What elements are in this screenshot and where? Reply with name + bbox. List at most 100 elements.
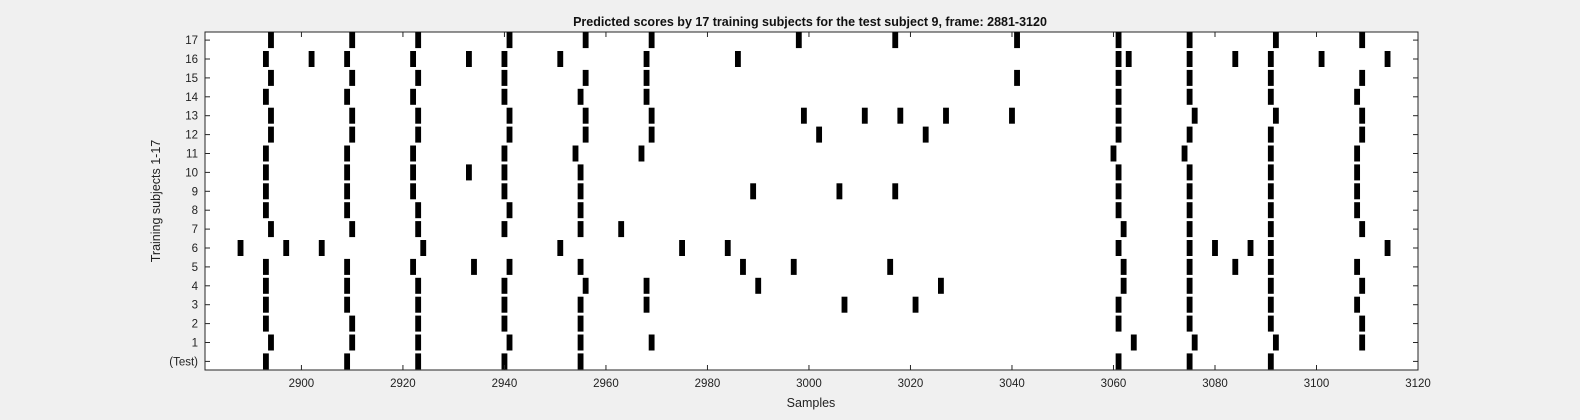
event-mark-row10-8 bbox=[1267, 164, 1274, 181]
event-mark-row16-0 bbox=[262, 51, 269, 67]
event-mark-row16-14 bbox=[1318, 51, 1325, 67]
x-tick-label-3: 2960 bbox=[593, 378, 619, 390]
event-mark-row8-1 bbox=[344, 202, 351, 219]
event-mark-row7-3 bbox=[501, 221, 508, 238]
event-mark-row15-0 bbox=[268, 69, 274, 86]
event-mark-row11-4 bbox=[572, 145, 579, 162]
event-mark-row13-8 bbox=[897, 107, 904, 124]
event-mark-row1-1 bbox=[349, 334, 356, 351]
event-mark-row2-7 bbox=[1267, 315, 1274, 332]
event-mark-row16-12 bbox=[1232, 51, 1239, 67]
y-tick-label-1: 1 bbox=[192, 338, 198, 350]
event-mark-row17-1 bbox=[349, 32, 356, 49]
event-mark-row13-11 bbox=[1115, 107, 1122, 124]
event-mark-row12-5 bbox=[648, 126, 655, 143]
event-mark-row4-4 bbox=[582, 277, 589, 294]
event-mark-row13-0 bbox=[268, 107, 274, 124]
event-mark-row4-1 bbox=[344, 277, 351, 294]
event-mark-row2-8 bbox=[1359, 315, 1366, 332]
event-mark-row9-2 bbox=[410, 183, 417, 200]
event-mark-row15-7 bbox=[1115, 69, 1122, 86]
event-mark-row5-9 bbox=[1120, 258, 1127, 275]
event-mark-row5-4 bbox=[506, 258, 513, 275]
event-mark-row3-7 bbox=[912, 296, 919, 313]
event-mark-row12-2 bbox=[415, 126, 422, 143]
event-mark-row4-10 bbox=[1267, 277, 1274, 294]
event-mark-row5-2 bbox=[410, 258, 417, 275]
x-tick-label-8: 3060 bbox=[1101, 378, 1127, 390]
event-mark-row0-4 bbox=[577, 353, 584, 370]
y-tick-label-9: 9 bbox=[192, 186, 198, 198]
plot-area bbox=[204, 31, 1419, 371]
event-mark-row10-1 bbox=[344, 164, 351, 181]
event-mark-row11-5 bbox=[638, 145, 645, 162]
event-mark-row1-9 bbox=[1359, 334, 1366, 351]
event-mark-row0-0 bbox=[262, 353, 269, 370]
y-tick-label-15: 15 bbox=[185, 73, 198, 85]
event-mark-row9-9 bbox=[1186, 183, 1193, 200]
event-mark-row12-11 bbox=[1359, 126, 1366, 143]
event-mark-row13-3 bbox=[506, 107, 513, 124]
event-mark-row13-10 bbox=[1009, 107, 1015, 124]
event-mark-row5-0 bbox=[262, 258, 269, 275]
event-mark-row16-6 bbox=[557, 51, 564, 67]
event-mark-row9-6 bbox=[836, 183, 843, 200]
event-mark-row9-0 bbox=[262, 183, 269, 200]
event-mark-row11-6 bbox=[1110, 145, 1117, 162]
event-mark-row15-3 bbox=[501, 69, 508, 86]
event-mark-row7-9 bbox=[1359, 221, 1366, 238]
event-mark-row3-8 bbox=[1115, 296, 1122, 313]
event-mark-row6-3 bbox=[420, 240, 427, 256]
event-mark-row10-2 bbox=[410, 164, 417, 181]
event-mark-row11-9 bbox=[1354, 145, 1361, 162]
event-mark-row8-4 bbox=[577, 202, 584, 219]
y-tick-label-5: 5 bbox=[192, 262, 198, 274]
event-mark-row3-6 bbox=[841, 296, 848, 313]
event-mark-row15-8 bbox=[1186, 69, 1193, 86]
event-mark-row8-2 bbox=[415, 202, 422, 219]
event-mark-row4-9 bbox=[1186, 277, 1193, 294]
event-mark-row3-1 bbox=[344, 296, 351, 313]
event-mark-row17-9 bbox=[1115, 32, 1122, 49]
y-tick-label-6: 6 bbox=[192, 243, 198, 255]
event-mark-row4-3 bbox=[501, 277, 508, 294]
event-mark-row14-2 bbox=[410, 88, 417, 105]
event-mark-row1-7 bbox=[1191, 334, 1198, 351]
event-mark-row3-10 bbox=[1267, 296, 1274, 313]
event-mark-row16-8 bbox=[734, 51, 741, 67]
event-mark-row0-2 bbox=[415, 353, 422, 370]
event-mark-row16-4 bbox=[466, 51, 472, 67]
event-mark-row4-0 bbox=[262, 277, 269, 294]
event-mark-row14-3 bbox=[501, 88, 508, 105]
event-mark-row9-8 bbox=[1115, 183, 1122, 200]
event-mark-row7-7 bbox=[1186, 221, 1193, 238]
event-mark-row2-3 bbox=[501, 315, 508, 332]
event-mark-row12-7 bbox=[922, 126, 929, 143]
event-mark-row4-5 bbox=[643, 277, 650, 294]
event-mark-row3-9 bbox=[1186, 296, 1193, 313]
event-mark-row1-5 bbox=[648, 334, 655, 351]
event-mark-row5-3 bbox=[471, 258, 477, 275]
event-mark-row16-11 bbox=[1186, 51, 1193, 67]
event-mark-row7-8 bbox=[1267, 221, 1274, 238]
event-mark-row11-8 bbox=[1267, 145, 1274, 162]
event-mark-row3-11 bbox=[1354, 296, 1361, 313]
event-mark-row6-12 bbox=[1384, 240, 1391, 256]
event-mark-row9-1 bbox=[344, 183, 351, 200]
event-mark-row11-3 bbox=[501, 145, 508, 162]
event-mark-row9-5 bbox=[750, 183, 757, 200]
event-mark-row0-3 bbox=[501, 353, 508, 370]
event-mark-row13-14 bbox=[1359, 107, 1366, 124]
event-mark-row9-3 bbox=[501, 183, 508, 200]
event-mark-row5-6 bbox=[740, 258, 746, 275]
x-axis-label: Samples bbox=[787, 396, 836, 410]
event-mark-row5-10 bbox=[1186, 258, 1193, 275]
event-mark-row0-7 bbox=[1267, 353, 1274, 370]
chart-title: Predicted scores by 17 training subjects… bbox=[573, 15, 1047, 29]
event-mark-row6-11 bbox=[1267, 240, 1274, 256]
event-mark-row5-11 bbox=[1232, 258, 1239, 275]
x-tick-label-11: 3120 bbox=[1405, 378, 1431, 390]
event-mark-row0-6 bbox=[1186, 353, 1193, 370]
event-mark-row8-3 bbox=[506, 202, 513, 219]
